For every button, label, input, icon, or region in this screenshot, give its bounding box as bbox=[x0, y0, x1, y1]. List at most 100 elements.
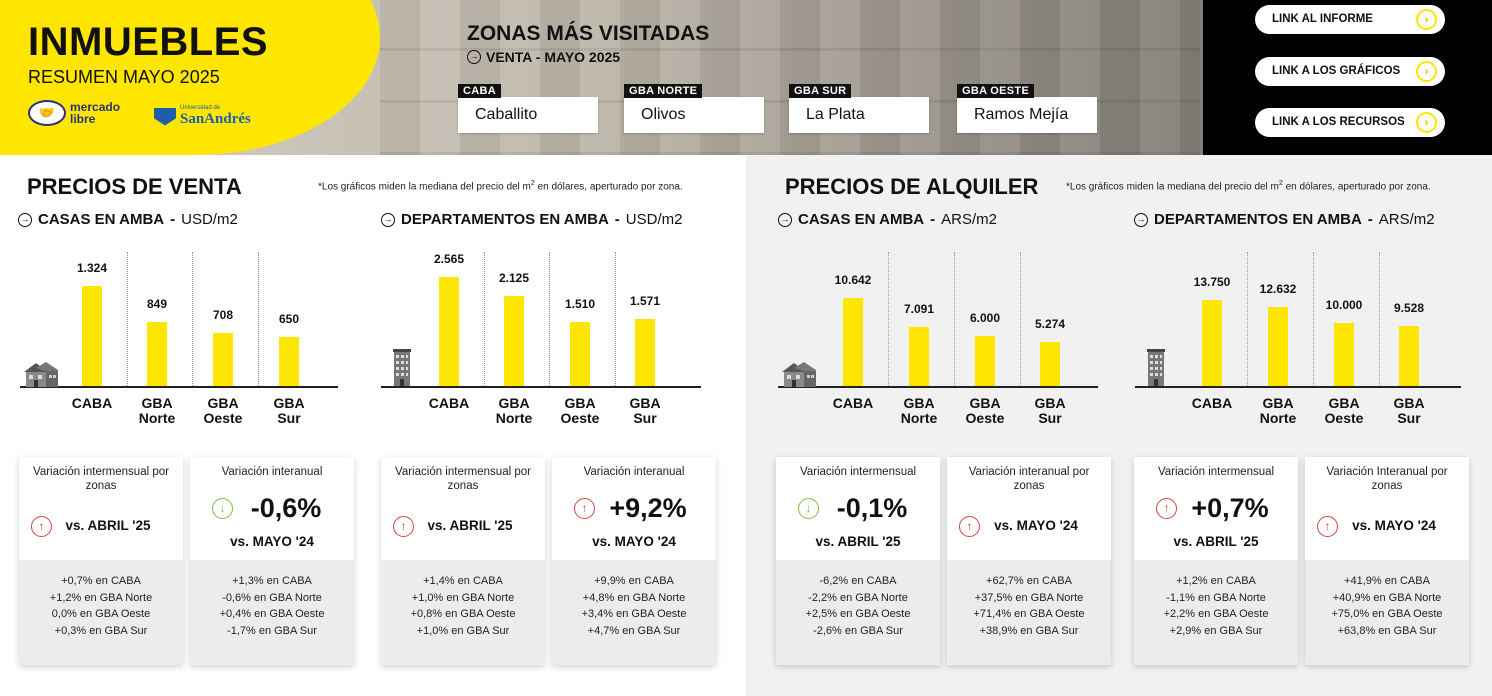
breakdown-line: +1,3% en CABA bbox=[232, 575, 312, 587]
breakdown-line: +4,8% en GBA Norte bbox=[582, 591, 686, 604]
card-heading: Variación intermensual bbox=[1157, 466, 1275, 478]
breakdown-line: +38,9% en GBA Sur bbox=[979, 624, 1079, 637]
category-label: GBA Oeste bbox=[1309, 396, 1379, 426]
bar-value-label: 5.274 bbox=[1034, 317, 1066, 332]
card-top: Variación Interanual por zonas vs. MAYO '… bbox=[1305, 457, 1469, 560]
card-big-value: +9,2% bbox=[609, 493, 687, 523]
category-label: GBA Sur bbox=[1015, 396, 1085, 426]
bar-value-label: 708 bbox=[212, 307, 234, 322]
chart-separator bbox=[614, 252, 616, 386]
chart-separator bbox=[888, 252, 889, 386]
link-recursos-button[interactable]: LINK A LOS RECURSOS › bbox=[1255, 108, 1445, 137]
mercadolibre-logo-text: mercado libre bbox=[70, 100, 121, 126]
breakdown-line: -1,1% en GBA Norte bbox=[1166, 591, 1266, 604]
category-label: GBA Oeste bbox=[545, 396, 615, 426]
category-label-line: GBA bbox=[903, 395, 935, 411]
chart-title-deptos-alquiler: → DEPARTAMENTOS EN AMBA - ARS/m2 bbox=[1134, 211, 1435, 228]
link-label: LINK A LOS GRÁFICOS bbox=[1272, 65, 1401, 77]
breakdown-line: +0,3% en GBA Sur bbox=[54, 624, 148, 637]
chart-bar bbox=[504, 295, 524, 386]
chart-title-dash: - bbox=[170, 211, 176, 228]
note-text: *Los gráficos miden la mediana del preci… bbox=[1066, 181, 1279, 193]
link-graficos-button[interactable]: LINK A LOS GRÁFICOS › bbox=[1255, 57, 1445, 86]
link-informe-button[interactable]: LINK AL INFORME › bbox=[1255, 5, 1445, 34]
card-top: Variación intermensual -0,1% vs. ABRIL '25… bbox=[776, 457, 940, 560]
variation-card: Variación intermensual -0,1% vs. ABRIL '25… bbox=[776, 457, 940, 665]
udesa-crest-icon bbox=[154, 107, 176, 126]
card-breakdown: +1,2% en CABA -1,1% en GBA Norte +2,2% en … bbox=[1134, 560, 1298, 665]
chart-bar bbox=[570, 321, 590, 386]
bar-value-label: 9.528 bbox=[1393, 301, 1425, 316]
zone-value: Olivos bbox=[624, 97, 764, 133]
chevron-right-icon: › bbox=[1416, 112, 1437, 133]
card-breakdown: +0,7% en CABA +1,2% en GBA Norte 0,0% en G… bbox=[19, 560, 183, 665]
chart-bar bbox=[1334, 323, 1354, 386]
chart-title-casas-alquiler: → CASAS EN AMBA - ARS/m2 bbox=[778, 211, 997, 228]
card-top: Variación intermensual por zonas vs. ABRI… bbox=[19, 457, 183, 560]
circle-arrow-icon: → bbox=[1134, 212, 1148, 227]
chart-title-deptos-venta: → DEPARTAMENTOS EN AMBA - USD/m2 bbox=[381, 211, 682, 228]
breakdown-line: +71,4% en GBA Oeste bbox=[973, 608, 1085, 620]
alquiler-note: *Los gráficos miden la mediana del preci… bbox=[1066, 180, 1431, 192]
card-top: Variación interanual +9,2% vs. MAYO '24 ↑ bbox=[552, 457, 716, 560]
chart-unit: ARS/m2 bbox=[941, 211, 997, 228]
chart-separator bbox=[126, 252, 128, 386]
chart-separator bbox=[1247, 252, 1248, 386]
breakdown-line: -2,2% en GBA Norte bbox=[808, 591, 908, 604]
breakdown-line: +1,4% en CABA bbox=[423, 575, 503, 587]
zone-gba-norte: GBA NORTE Olivos bbox=[624, 81, 764, 133]
card-comparison: vs. MAYO '24 bbox=[1352, 518, 1436, 533]
arrow-down-icon: ↓ bbox=[212, 498, 233, 519]
bar-value-label: 2.125 bbox=[498, 270, 530, 285]
udesa-logo-text: SanAndrés bbox=[180, 111, 251, 127]
chart-unit: ARS/m2 bbox=[1378, 211, 1435, 228]
card-big-value: -0,6% bbox=[250, 493, 322, 523]
note-text-end: en dólares, aperturado por zona. bbox=[1282, 181, 1431, 193]
page-subtitle: RESUMEN MAYO 2025 bbox=[28, 67, 220, 87]
chart-title-dash: - bbox=[930, 211, 936, 228]
zone-gba-oeste: GBA OESTE Ramos Mejía bbox=[957, 81, 1097, 133]
chart-bar bbox=[213, 332, 233, 386]
bar-value-label: 650 bbox=[278, 311, 300, 326]
breakdown-line: +75,0% en GBA Oeste bbox=[1331, 608, 1443, 620]
card-comparison: vs. ABRIL '25 bbox=[1173, 534, 1259, 549]
chart-bar bbox=[975, 336, 995, 386]
zone-label: GBA NORTE bbox=[624, 84, 703, 98]
breakdown-line: -1,7% en GBA Sur bbox=[227, 624, 317, 637]
category-label: CABA bbox=[57, 396, 127, 411]
category-label: CABA bbox=[1177, 396, 1247, 411]
arrow-up-icon: ↑ bbox=[959, 516, 980, 537]
variation-card: Variación intermensual por zonas vs. ABRI… bbox=[19, 457, 183, 665]
zone-value: Ramos Mejía bbox=[957, 97, 1097, 133]
card-top: Variación intermensual por zonas vs. ABRI… bbox=[381, 457, 545, 560]
arrow-down-icon: ↓ bbox=[798, 498, 819, 519]
variation-card: Variación interanual -0,6% vs. MAYO '24 ↓ +1… bbox=[190, 457, 354, 665]
breakdown-line: +41,9% en CABA bbox=[1344, 575, 1430, 587]
category-label-line: GBA bbox=[629, 395, 661, 411]
category-label: GBA Norte bbox=[122, 396, 192, 426]
breakdown-line: +1,2% en GBA Norte bbox=[49, 591, 153, 604]
chart-baseline bbox=[20, 386, 338, 388]
category-label: GBA Sur bbox=[610, 396, 680, 426]
mercadolibre-logo: 🤝 mercado libre bbox=[28, 100, 130, 126]
building-icon bbox=[1145, 348, 1167, 386]
venta-title: PRECIOS DE VENTA bbox=[27, 174, 242, 199]
breakdown-line: +40,9% en GBA Norte bbox=[1332, 591, 1442, 604]
breakdown-line: +0,8% en GBA Oeste bbox=[410, 608, 516, 620]
zone-value: La Plata bbox=[789, 97, 929, 133]
breakdown-line: +37,5% en GBA Norte bbox=[974, 591, 1084, 604]
card-big-value: +0,7% bbox=[1191, 493, 1269, 523]
category-label-line: GBA bbox=[969, 395, 1001, 411]
category-label: GBA Sur bbox=[254, 396, 324, 426]
card-top: Variación intermensual +0,7% vs. ABRIL '25… bbox=[1134, 457, 1298, 560]
card-heading: Variación interanual bbox=[583, 466, 685, 478]
breakdown-line: +1,0% en GBA Sur bbox=[416, 624, 510, 637]
breakdown-line: +3,4% en GBA Oeste bbox=[581, 608, 687, 620]
udesa-logo: Universidad de SanAndrés bbox=[154, 105, 251, 128]
breakdown-line: -2,6% en GBA Sur bbox=[813, 624, 903, 637]
card-breakdown: -6,2% en CABA -2,2% en GBA Norte +2,5% en … bbox=[776, 560, 940, 665]
card-breakdown: +9,9% en CABA +4,8% en GBA Norte +3,4% en … bbox=[552, 560, 716, 665]
chart-bar bbox=[909, 327, 929, 386]
category-label-line: Oeste bbox=[203, 410, 243, 426]
arrow-up-icon: ↑ bbox=[1317, 516, 1338, 537]
